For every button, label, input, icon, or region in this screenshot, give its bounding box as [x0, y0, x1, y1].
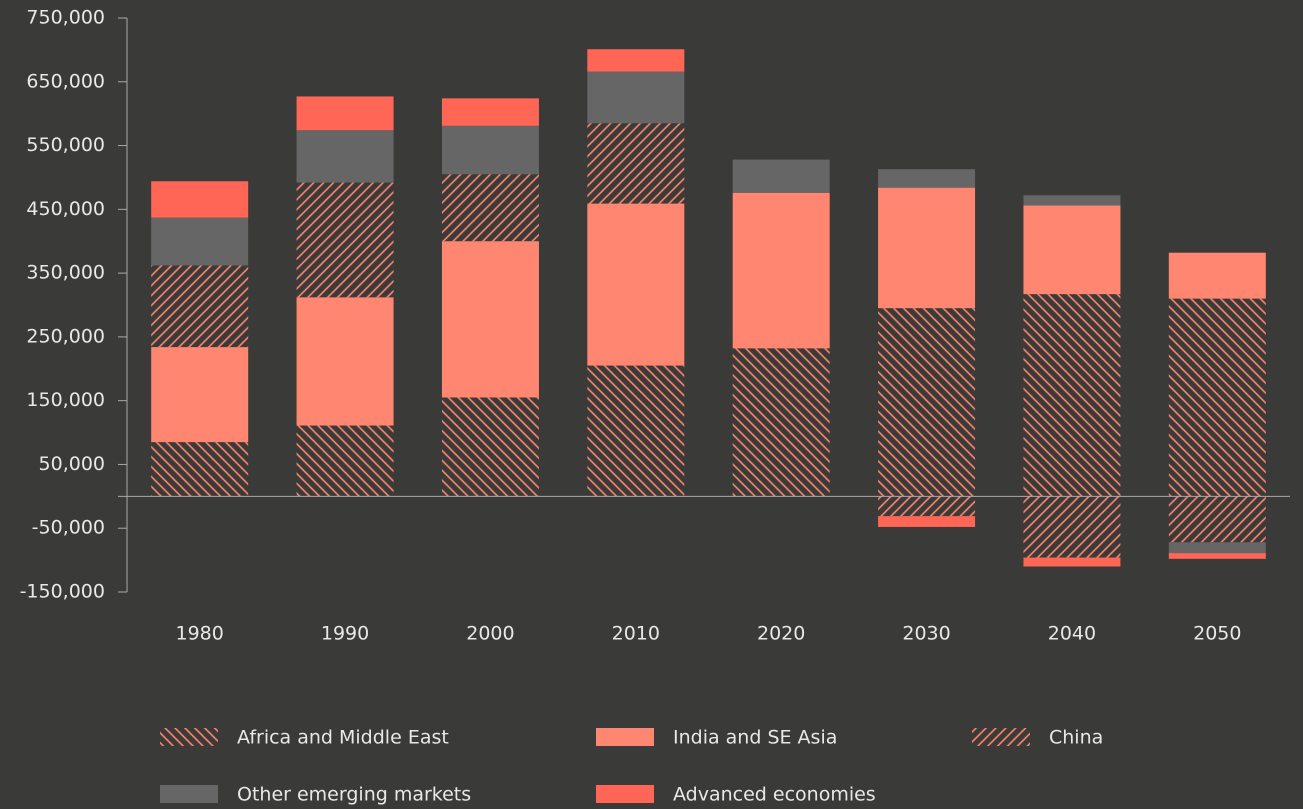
bar-segment	[151, 442, 249, 497]
x-tick-label: 2050	[1193, 623, 1241, 645]
bar-segment	[587, 365, 685, 497]
bar-segment	[587, 71, 685, 124]
bar-segment	[878, 496, 976, 517]
y-tick-label: 350,000	[26, 262, 105, 284]
bar-segment	[296, 96, 394, 131]
y-tick-label: -150,000	[20, 581, 105, 603]
x-tick-label: 2040	[1048, 623, 1096, 645]
bar-segment	[1023, 496, 1121, 558]
bar-segment	[1023, 294, 1121, 497]
legend-label: India and SE Asia	[673, 727, 837, 749]
bar-segment	[1023, 195, 1121, 206]
legend-label: Africa and Middle East	[237, 727, 449, 749]
bar-segment	[441, 397, 539, 497]
bar-segment	[441, 174, 539, 242]
legend-label: China	[1049, 727, 1103, 749]
bar-segment	[732, 159, 830, 193]
bar-segment	[587, 49, 685, 72]
y-tick-label: -50,000	[32, 517, 105, 539]
bar-segment	[151, 217, 249, 266]
x-tick-label: 2020	[757, 623, 805, 645]
y-tick-label: 150,000	[26, 389, 105, 411]
bar-segment	[878, 516, 976, 527]
bar-segment	[587, 123, 685, 204]
x-tick-label: 2010	[612, 623, 660, 645]
bar-segment	[1023, 557, 1121, 567]
y-tick-label: 650,000	[26, 70, 105, 92]
legend-swatch	[596, 785, 654, 803]
bar-segment	[151, 347, 249, 443]
legend-swatch	[596, 728, 654, 746]
y-tick-label: 750,000	[26, 7, 105, 29]
legend-swatch	[160, 785, 218, 803]
x-tick-label: 2030	[902, 623, 950, 645]
bar-segment	[1023, 205, 1121, 295]
bar-segment	[296, 425, 394, 497]
bar-segment	[587, 203, 685, 366]
bar-segment	[151, 181, 249, 218]
legend-swatch	[160, 728, 218, 746]
bar-segment	[1168, 252, 1266, 299]
x-tick-label: 2000	[466, 623, 514, 645]
bar-segment	[441, 241, 539, 398]
legend-label: Other emerging markets	[237, 784, 471, 806]
legend-label: Advanced economies	[673, 784, 876, 806]
y-tick-label: 50,000	[39, 453, 105, 475]
bar-segment	[441, 98, 539, 126]
bar-segment	[1168, 298, 1266, 497]
bar-segment	[732, 348, 830, 497]
bar-segment	[151, 265, 249, 348]
bar-segment	[296, 297, 394, 426]
y-tick-label: 250,000	[26, 325, 105, 347]
bar-segment	[1168, 553, 1266, 559]
bar-segment	[732, 192, 830, 349]
y-tick-label: 450,000	[26, 198, 105, 220]
bar-segment	[296, 130, 394, 183]
bar-segment	[878, 308, 976, 497]
legend-swatch	[972, 728, 1030, 746]
y-tick-label: 550,000	[26, 134, 105, 156]
bar-segment	[1168, 496, 1266, 543]
bar-segment	[878, 169, 976, 188]
x-tick-label: 1980	[176, 623, 224, 645]
bar-segment	[1168, 542, 1266, 554]
bar-segment	[296, 182, 394, 298]
bar-segment	[878, 187, 976, 309]
x-tick-label: 1990	[321, 623, 369, 645]
bar-segment	[441, 125, 539, 175]
